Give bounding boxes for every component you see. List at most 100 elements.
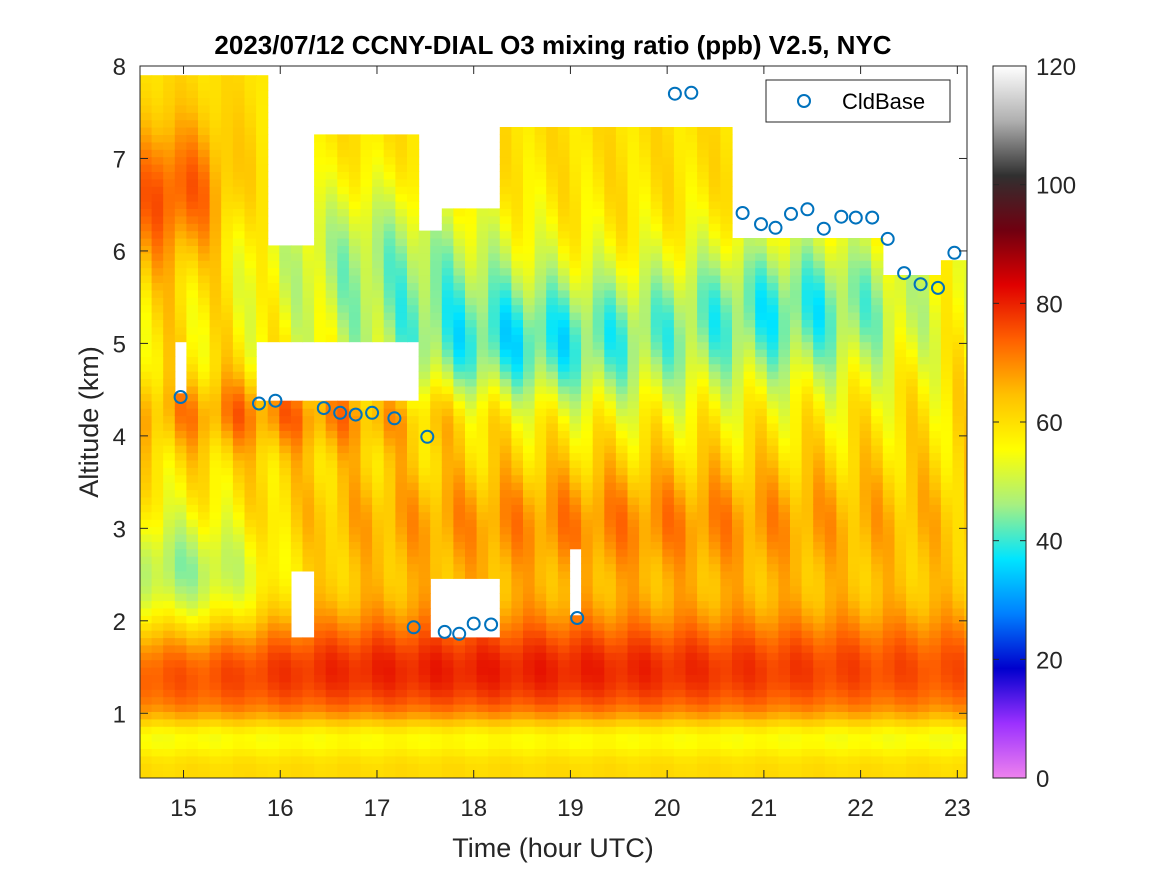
heat-cell	[151, 459, 164, 468]
heat-cell	[244, 548, 257, 557]
heat-cell	[546, 482, 559, 491]
heat-cell	[198, 215, 211, 224]
heat-cell	[697, 312, 710, 320]
heat-cell	[372, 304, 385, 313]
heat-cell	[801, 681, 814, 690]
heat-cell	[163, 452, 176, 461]
heat-cell	[511, 267, 524, 276]
heat-cell	[685, 393, 698, 402]
heat-cell	[581, 741, 594, 749]
heat-cell	[232, 622, 246, 631]
heat-cell	[302, 275, 315, 283]
heat-cell	[743, 319, 756, 328]
heat-cell	[430, 378, 443, 387]
heat-cell	[476, 652, 489, 661]
heat-cell	[186, 578, 199, 587]
heat-cell	[163, 149, 176, 158]
heat-cell	[790, 600, 803, 609]
heat-cell	[755, 630, 768, 639]
heat-cell	[325, 289, 338, 298]
heat-cell	[488, 356, 501, 365]
heat-cell	[267, 275, 280, 283]
heat-cell	[766, 467, 779, 476]
heat-cell	[407, 755, 420, 764]
heat-cell	[476, 689, 489, 698]
heat-cell	[627, 260, 640, 269]
heat-cell	[290, 304, 304, 313]
heat-cell	[511, 349, 524, 357]
heat-cell	[151, 482, 164, 491]
heat-cell	[221, 585, 234, 594]
heat-cell	[256, 763, 269, 772]
heat-cell	[801, 260, 814, 269]
heat-cell	[790, 452, 803, 461]
heat-cell	[836, 600, 849, 609]
heat-cell	[476, 681, 489, 690]
heat-cell	[592, 600, 605, 609]
heat-cell	[174, 489, 187, 498]
heat-cell	[290, 275, 304, 283]
heat-cell	[627, 326, 640, 335]
heat-cell	[360, 297, 373, 306]
heat-cell	[639, 149, 652, 158]
heat-cell	[221, 178, 234, 187]
heat-cell	[140, 689, 153, 698]
heat-cell	[441, 230, 454, 239]
heat-cell	[662, 297, 675, 306]
heat-cell	[209, 356, 222, 365]
heat-cell	[546, 726, 559, 735]
heat-cell	[476, 422, 489, 431]
heat-cell	[639, 556, 652, 565]
heat-cell	[639, 208, 652, 217]
heat-cell	[441, 637, 454, 646]
heat-cell	[232, 186, 246, 195]
heat-cell	[209, 770, 222, 778]
heat-cell	[557, 260, 571, 269]
heat-cell	[581, 378, 594, 387]
heat-cell	[755, 304, 768, 313]
heat-cell	[151, 75, 164, 84]
heat-cell	[418, 267, 431, 276]
heat-cell	[813, 289, 826, 298]
heat-cell	[465, 533, 478, 542]
heat-cell	[348, 319, 362, 328]
heat-cell	[662, 341, 675, 350]
heat-cell	[639, 681, 652, 690]
heat-cell	[151, 600, 164, 609]
heat-cell	[790, 252, 803, 261]
heat-cell	[836, 615, 849, 624]
heat-cell	[604, 755, 617, 764]
heat-cell	[453, 215, 466, 224]
heat-cell	[824, 548, 837, 557]
heat-cell	[453, 349, 466, 357]
heat-cell	[523, 134, 536, 143]
heat-cell	[801, 267, 814, 276]
heat-cell	[325, 252, 338, 261]
heat-cell	[499, 622, 512, 631]
heat-cell	[627, 704, 640, 712]
heat-cell	[801, 245, 814, 254]
heat-cell	[325, 741, 338, 749]
heat-cell	[650, 630, 663, 639]
heat-cell	[801, 526, 814, 535]
heat-cell	[627, 356, 640, 365]
heat-cell	[267, 585, 280, 594]
heat-cell	[325, 763, 338, 772]
heat-cell	[418, 422, 431, 431]
heat-cell	[801, 704, 814, 712]
heat-cell	[488, 637, 501, 646]
heat-cell	[662, 289, 675, 298]
heat-cell	[546, 164, 559, 172]
heat-cell	[523, 689, 536, 698]
heat-cell	[221, 415, 234, 424]
heat-cell	[407, 704, 420, 712]
heat-cell	[604, 704, 617, 712]
heat-cell	[499, 334, 512, 343]
heat-cell	[151, 755, 164, 764]
heat-cell	[534, 578, 547, 587]
heat-cell	[592, 371, 605, 380]
heat-cell	[801, 297, 814, 306]
heat-cell	[232, 164, 246, 172]
heat-cell	[581, 770, 594, 778]
heat-cell	[639, 519, 652, 528]
